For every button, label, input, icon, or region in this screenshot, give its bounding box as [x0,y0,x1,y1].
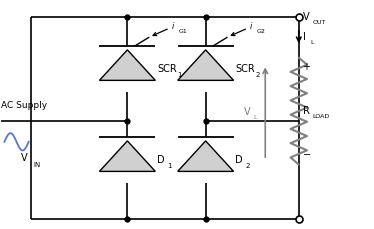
Polygon shape [99,50,155,80]
Polygon shape [178,141,234,171]
Text: L: L [310,40,313,45]
Text: IN: IN [34,162,41,168]
Text: i: i [250,22,252,31]
Polygon shape [99,141,155,171]
Text: G1: G1 [178,29,187,34]
Text: 1: 1 [178,72,182,78]
Text: R: R [303,106,310,116]
Text: AC Supply: AC Supply [1,101,47,110]
Text: SCR: SCR [157,64,177,74]
Text: V: V [21,153,28,163]
Text: V: V [303,12,309,22]
Text: i: i [172,22,174,31]
Text: +: + [303,62,310,72]
Text: L: L [253,115,257,120]
Polygon shape [178,50,234,80]
Text: D: D [236,155,243,165]
Text: 1: 1 [168,163,172,169]
Text: −: − [303,150,311,161]
Text: 2: 2 [256,72,260,78]
Text: G2: G2 [257,29,266,34]
Text: LOAD: LOAD [313,114,330,119]
Text: V: V [243,107,250,117]
Text: SCR: SCR [236,64,255,74]
Text: I: I [303,32,306,42]
Text: OUT: OUT [312,20,326,25]
Text: 2: 2 [246,163,250,169]
Text: D: D [157,155,165,165]
